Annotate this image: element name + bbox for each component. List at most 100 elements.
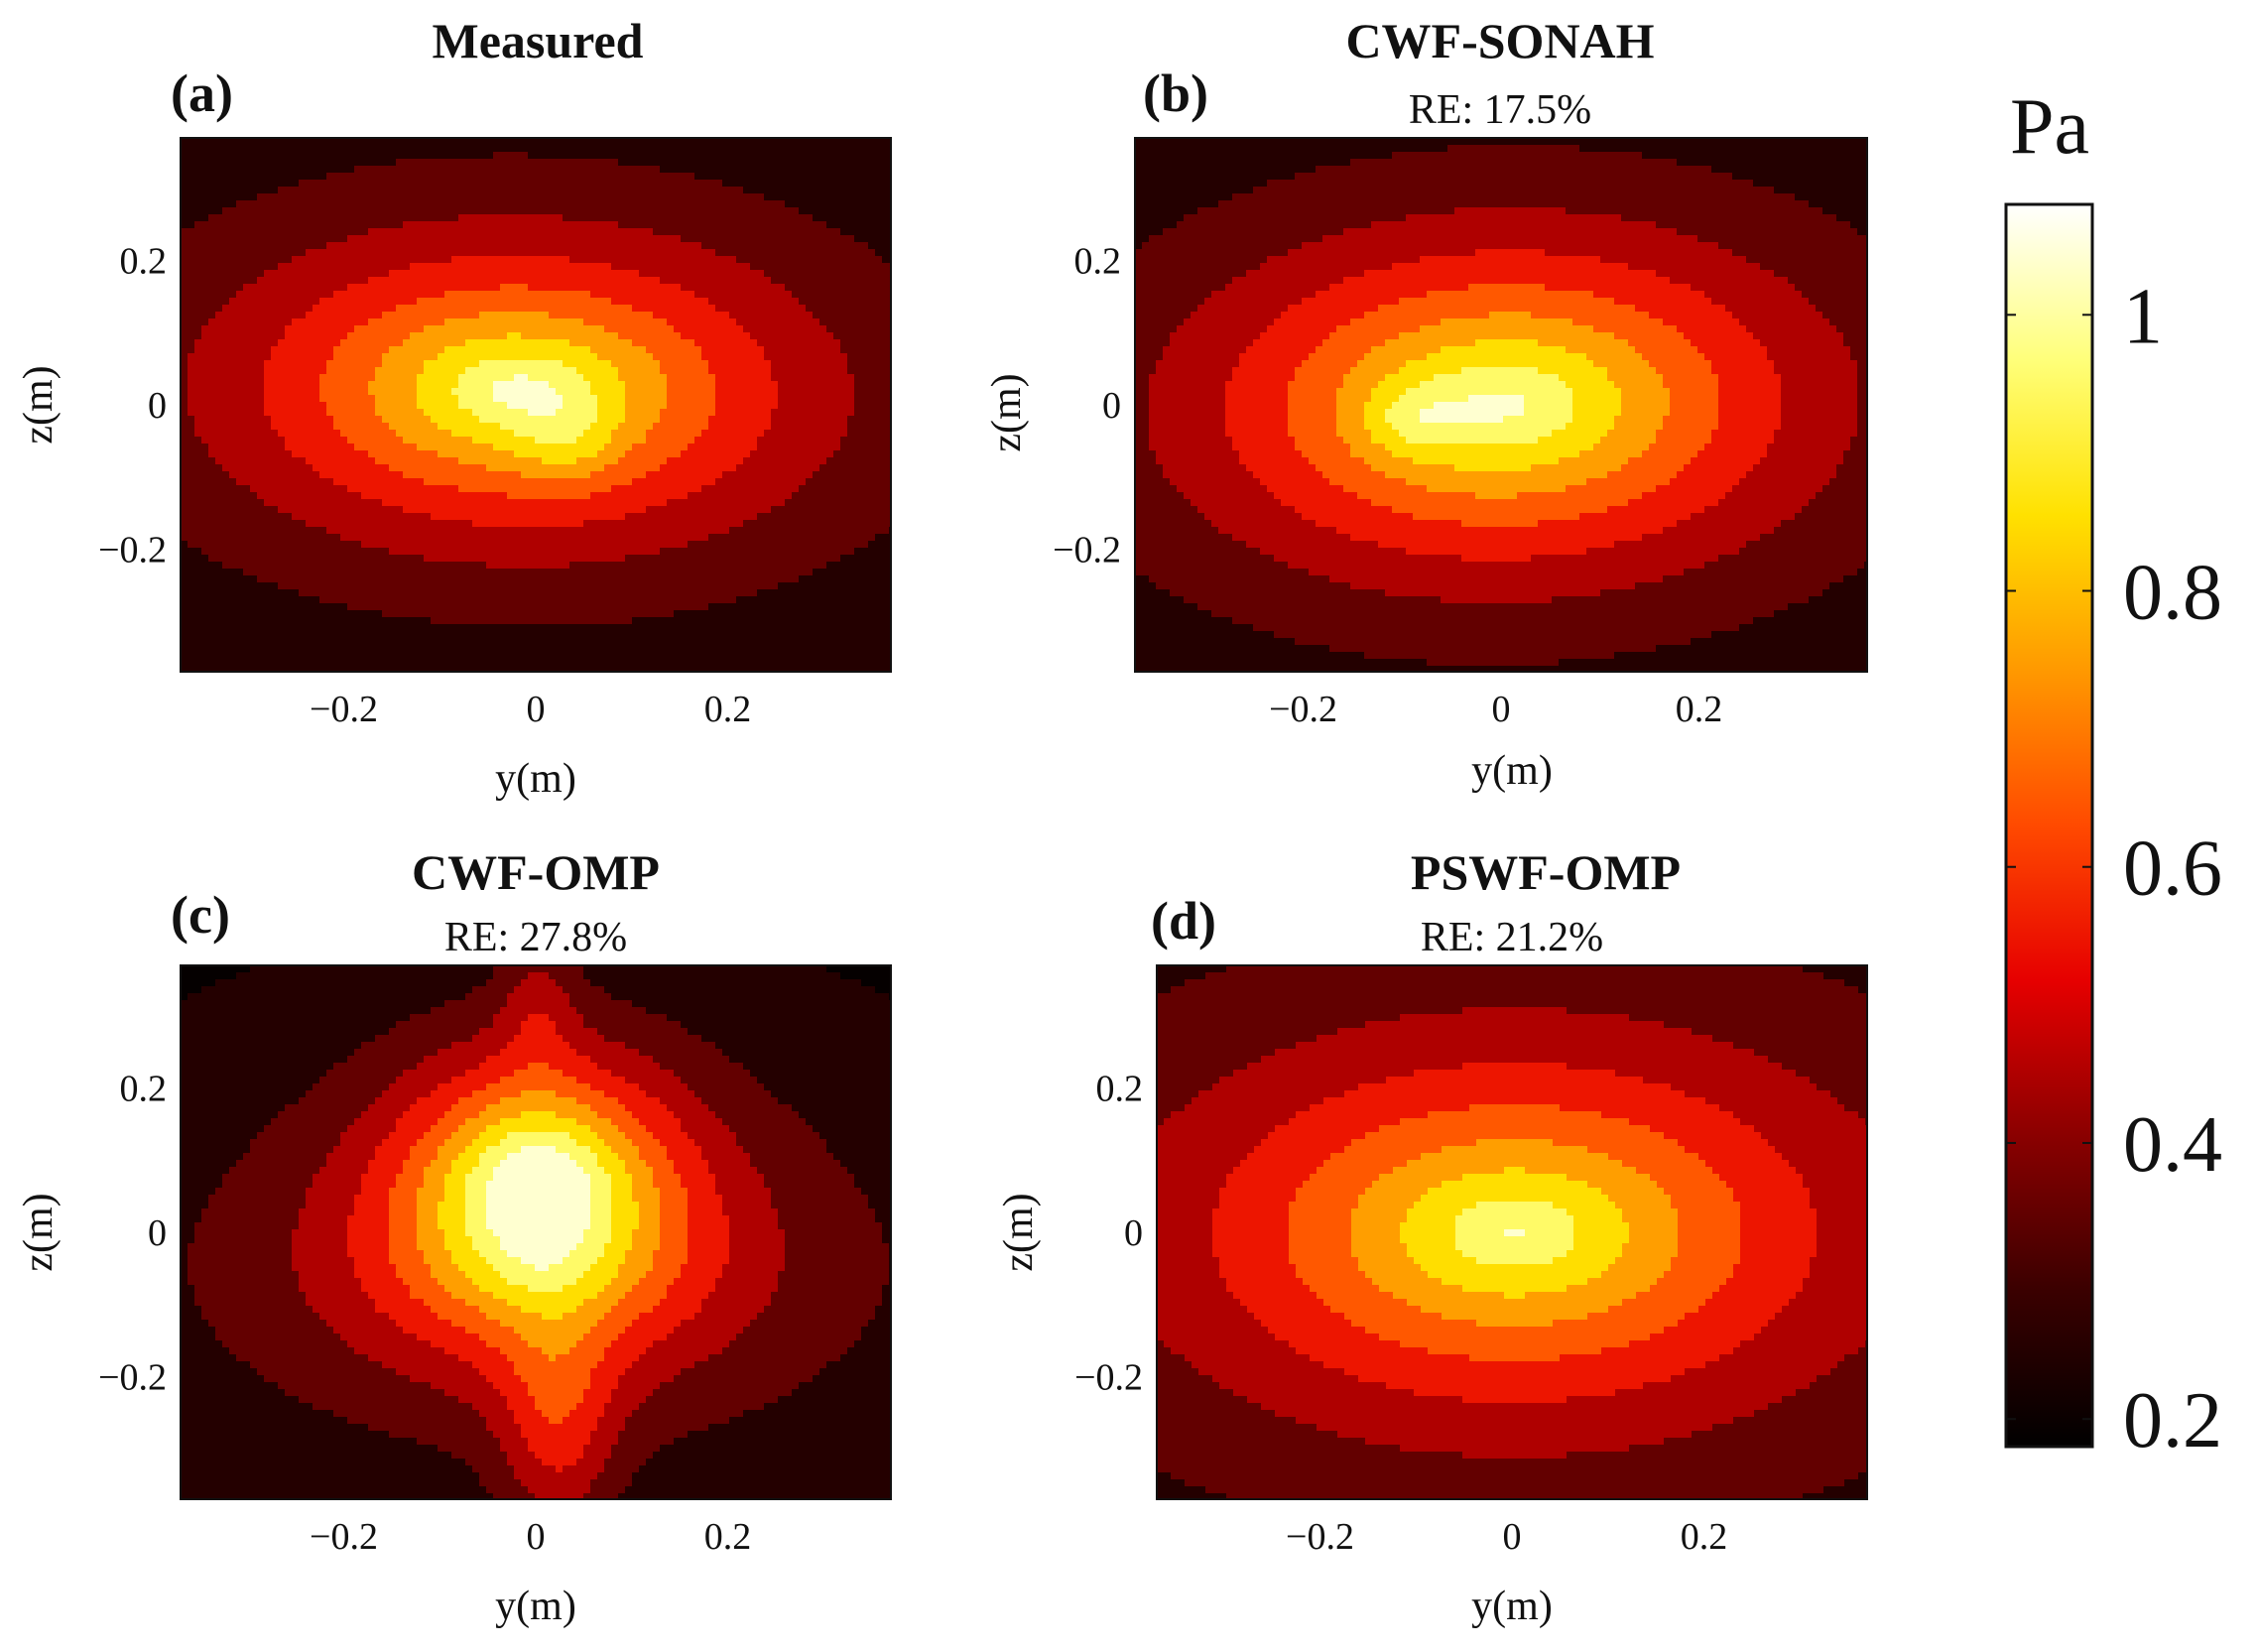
contour-cell <box>840 187 848 194</box>
contour-cell <box>729 346 737 354</box>
contour-cell <box>868 318 876 326</box>
contour-cell <box>576 228 584 236</box>
contour-cell <box>583 339 591 347</box>
contour-cell <box>590 457 598 465</box>
contour-cell <box>375 221 383 229</box>
contour-cell <box>347 166 355 174</box>
contour-cell <box>194 444 202 451</box>
contour-cell <box>569 353 577 361</box>
contour-cell <box>826 353 834 361</box>
contour-cell <box>667 381 675 389</box>
contour-cell <box>486 339 494 347</box>
contour-cell <box>785 325 793 333</box>
contour-cell <box>507 346 515 354</box>
contour-cell <box>757 423 765 431</box>
contour-cell <box>431 457 439 465</box>
contour-cell <box>743 367 751 375</box>
contour-cell <box>556 256 564 264</box>
contour-cell <box>313 312 320 319</box>
contour-cell <box>278 277 286 285</box>
contour-cell <box>799 173 807 181</box>
contour-cell <box>264 180 272 188</box>
contour-cell <box>403 332 411 340</box>
contour-cell <box>722 214 730 222</box>
contour-cell <box>576 360 584 368</box>
contour-cell <box>514 249 522 257</box>
contour-cell <box>396 214 404 222</box>
contour-cell <box>514 430 522 438</box>
contour-cell <box>778 235 786 243</box>
contour-cell <box>729 325 737 333</box>
contour-cell <box>549 291 557 299</box>
contour-cell <box>743 388 751 396</box>
contour-cell <box>639 214 647 222</box>
contour-cell <box>806 187 814 194</box>
contour-cell <box>576 450 584 458</box>
contour-cell <box>458 277 466 285</box>
contour-cell <box>708 277 716 285</box>
contour-cell <box>389 305 397 313</box>
contour-cell <box>563 430 570 438</box>
contour-cell <box>306 374 314 382</box>
contour-cell <box>243 423 251 431</box>
contour-cell <box>882 214 890 222</box>
contour-cell <box>674 325 682 333</box>
contour-cell <box>688 214 695 222</box>
contour-cell <box>285 152 293 160</box>
contour-cell <box>646 444 654 451</box>
contour-cell <box>465 159 473 167</box>
contour-cell <box>688 249 695 257</box>
contour-cell <box>785 145 793 153</box>
contour-cell <box>674 242 682 250</box>
contour-cell <box>521 263 529 271</box>
contour-cell <box>243 346 251 354</box>
contour-cell <box>729 416 737 424</box>
contour-cell <box>833 430 841 438</box>
contour-cell <box>410 200 418 208</box>
contour-cell <box>188 388 195 396</box>
contour-cell <box>854 325 862 333</box>
contour-cell <box>271 381 279 389</box>
contour-cell <box>257 187 265 194</box>
contour-cell <box>458 353 466 361</box>
contour-cell <box>563 332 570 340</box>
contour-cell <box>514 312 522 319</box>
contour-cell <box>771 437 779 445</box>
contour-cell <box>639 263 647 271</box>
contour-cell <box>806 235 814 243</box>
contour-cell <box>694 263 702 271</box>
contour-cell <box>410 464 418 472</box>
contour-cell <box>799 221 807 229</box>
contour-cell <box>201 214 209 222</box>
contour-cell <box>792 270 800 278</box>
contour-cell <box>590 193 598 201</box>
contour-cell <box>715 381 723 389</box>
contour-cell <box>368 388 376 396</box>
contour-cell <box>368 159 376 167</box>
contour-cell <box>389 402 397 410</box>
contour-cell <box>778 193 786 201</box>
contour-cell <box>563 444 570 451</box>
contour-cell <box>757 242 765 250</box>
contour-cell <box>750 339 758 347</box>
contour-cell <box>215 388 223 396</box>
contour-cell <box>833 318 841 326</box>
contour-cell <box>819 200 827 208</box>
contour-cell <box>417 325 425 333</box>
contour-cell <box>264 388 272 396</box>
contour-cell <box>729 235 737 243</box>
contour-cell <box>618 242 626 250</box>
contour-cell <box>417 437 425 445</box>
contour-cell <box>458 332 466 340</box>
contour-cell <box>701 353 709 361</box>
contour-cell <box>819 457 827 465</box>
contour-cell <box>285 325 293 333</box>
contour-cell <box>736 444 744 451</box>
contour-cell <box>521 430 529 438</box>
contour-cell <box>500 471 508 479</box>
contour-cell <box>681 187 689 194</box>
contour-cell <box>486 318 494 326</box>
contour-cell <box>535 381 543 389</box>
contour-cell <box>444 450 452 458</box>
contour-cell <box>410 207 418 215</box>
